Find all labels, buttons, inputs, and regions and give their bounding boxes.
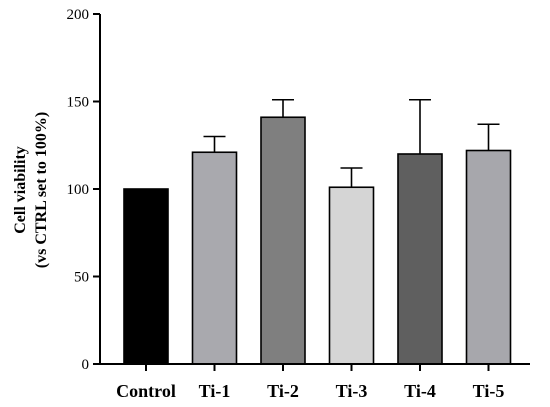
y-axis-title-line2: (vs CTRL set to 100%)	[33, 112, 50, 268]
bar	[328, 186, 375, 365]
y-axis: 0 50 100 150 200	[67, 7, 101, 373]
y-tick-label: 200	[67, 7, 90, 23]
bar	[123, 188, 169, 365]
y-tick-label: 150	[67, 95, 90, 111]
x-tick-label: Ti-1	[199, 381, 231, 401]
y-tick-label: 100	[67, 182, 90, 198]
y-tick-label: 0	[82, 357, 90, 373]
x-axis: Control Ti-1 Ti-2 Ti-3 Ti-4 Ti-5	[100, 363, 530, 401]
x-tick-label: Ti-2	[267, 381, 299, 401]
x-tick-label: Ti-3	[336, 381, 368, 401]
y-axis-title-line1: Cell viability	[12, 146, 29, 234]
bars	[123, 98, 512, 365]
x-tick-label: Control	[116, 381, 176, 401]
y-axis-title: Cell viability (vs CTRL set to 100%)	[12, 112, 50, 268]
bar	[260, 116, 306, 365]
bar	[191, 151, 238, 365]
y-tick-label: 50	[74, 270, 89, 286]
x-tick-label: Ti-4	[404, 381, 436, 401]
bar	[397, 153, 443, 365]
bar	[465, 149, 512, 365]
x-tick-label: Ti-5	[473, 381, 505, 401]
